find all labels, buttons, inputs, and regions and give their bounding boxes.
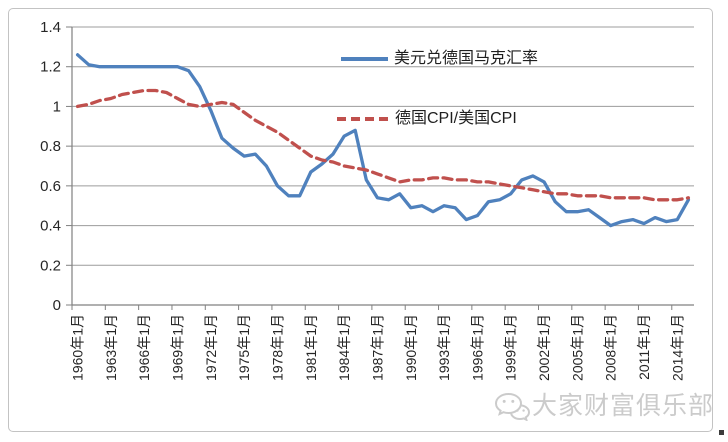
x-tick-label: 1975年1月 [236, 314, 252, 381]
y-tick-label: 1 [53, 98, 61, 115]
watermark: 大家财富俱乐部 [492, 391, 714, 421]
x-tick-label: 1969年1月 [170, 314, 186, 381]
series-line-cpi-ratio [75, 88, 691, 202]
x-tick-label: 1981年1月 [303, 314, 319, 381]
x-tick-label: 1987年1月 [369, 314, 385, 381]
x-tick-label: 1984年1月 [336, 314, 352, 381]
x-tick-label: 1966年1月 [136, 314, 152, 381]
x-tick-label: 2014年1月 [669, 314, 685, 381]
series-line-usd-dem-rate [75, 53, 691, 228]
y-tick-label: 1.4 [40, 19, 61, 36]
y-tick-label: 0.8 [40, 138, 61, 155]
watermark-text: 大家财富俱乐部 [532, 392, 715, 420]
y-tick-label: 0.2 [40, 257, 61, 274]
x-tick-label: 1960年1月 [70, 314, 86, 381]
y-tick-label: 1.2 [40, 59, 61, 76]
legend-label-cpi-ratio: 德国CPI/美国CPI [395, 110, 517, 127]
y-tick-label: 0.4 [40, 218, 61, 235]
x-tick-label: 1993年1月 [436, 314, 452, 381]
x-tick-label: 1963年1月 [103, 314, 119, 381]
chart-frame [8, 8, 713, 432]
x-tick-label: 2002年1月 [536, 314, 552, 381]
legend-dashed-line-swatch [337, 117, 389, 121]
y-tick-label: 0 [53, 297, 61, 314]
legend-item-usd-dem-rate: 美元兑德国马克汇率 [341, 50, 538, 68]
x-tick-label: 1999年1月 [503, 314, 519, 381]
x-tick-label: 2008年1月 [603, 314, 619, 381]
x-tick-label: 1990年1月 [403, 314, 419, 381]
x-tick-label: 1996年1月 [469, 314, 485, 381]
x-tick-label: 2011年1月 [636, 314, 652, 380]
x-tick-label: 1972年1月 [203, 314, 219, 381]
legend-solid-line-swatch [341, 57, 388, 61]
resize-handle-mark [719, 430, 724, 435]
x-tick-label: 2005年1月 [569, 314, 585, 381]
x-tick-label: 1978年1月 [269, 314, 285, 381]
wechat-icon [494, 392, 531, 421]
y-tick-label: 0.6 [40, 178, 61, 195]
legend-item-cpi-ratio: 德国CPI/美国CPI [337, 110, 517, 128]
legend-label-usd-dem-rate: 美元兑德国马克汇率 [394, 50, 539, 67]
